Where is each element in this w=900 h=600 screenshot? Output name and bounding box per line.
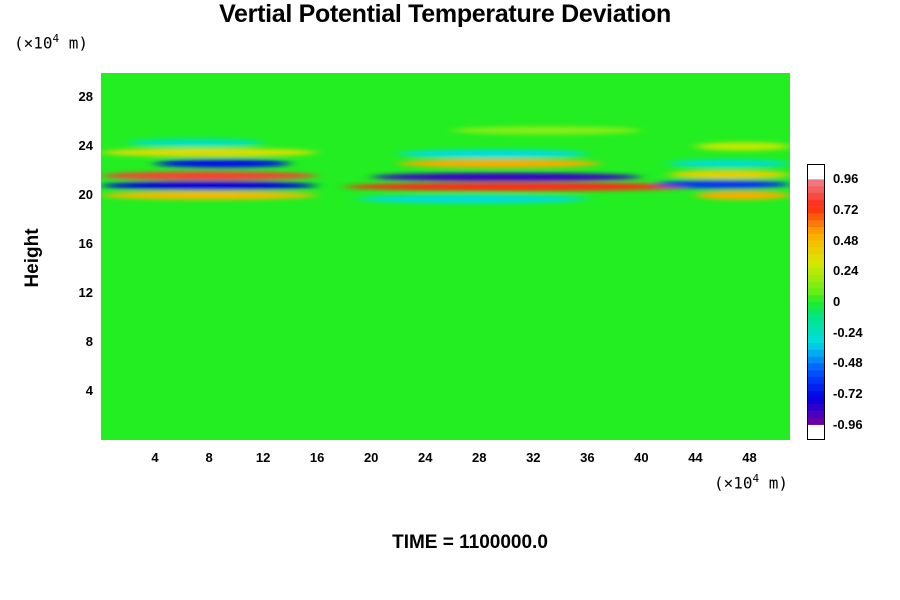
colorbar-segment	[808, 199, 824, 207]
colorbar-segment	[808, 179, 824, 187]
colorbar-tick-0.24: 0.24	[833, 263, 859, 279]
colorbar-segment	[808, 220, 824, 228]
x-tick-36: 36	[580, 450, 595, 465]
heatmap-background	[101, 73, 790, 440]
x-tick-16: 16	[309, 450, 325, 465]
heatmap-band-10	[398, 159, 601, 168]
heatmap-band-13	[695, 191, 790, 200]
y-axis-unit: (×104 m)	[14, 32, 89, 53]
colorbar-segment	[808, 417, 824, 425]
colorbar-segment	[808, 370, 824, 378]
colorbar-segment	[808, 329, 824, 337]
heatmap-band-1	[101, 191, 318, 200]
colorbar-tick-0.48: 0.48	[833, 232, 859, 248]
colorbar-segment	[808, 281, 824, 289]
y-tick-4: 4	[85, 383, 93, 399]
heatmap-band-4	[155, 159, 291, 168]
heatmap-band-15	[668, 170, 790, 179]
colorbar-tick-0: 0	[833, 294, 841, 309]
y-tick-24: 24	[78, 138, 93, 154]
colorbar-segment	[808, 213, 824, 221]
x-tick-8: 8	[205, 450, 213, 465]
colorbar-segment	[808, 267, 824, 276]
colorbar-segment	[808, 308, 824, 316]
heatmap-band-6	[128, 138, 264, 147]
heatmap-band-16	[668, 159, 790, 168]
colorbar-segment	[808, 240, 824, 248]
colorbar-segment	[808, 302, 824, 310]
colorbar-segment	[808, 322, 824, 330]
heatmap-bands	[101, 126, 790, 204]
heatmap-band-11	[398, 149, 588, 158]
heatmap-svg	[101, 73, 790, 440]
colorbar-tick--0.48: -0.48	[833, 355, 863, 371]
heatmap-band-17	[695, 142, 790, 151]
y-tick-16: 16	[78, 236, 93, 252]
x-axis-unit: (×104 m)	[714, 472, 789, 493]
colorbar-segment	[808, 233, 824, 241]
colorbar-segment	[808, 390, 824, 398]
colorbar-segment	[808, 315, 824, 323]
heatmap-band-14	[654, 180, 790, 189]
y-tick-12: 12	[78, 285, 93, 301]
colorbar-tick--0.24: -0.24	[833, 324, 863, 340]
colorbar-segment	[808, 349, 824, 357]
y-tick-8: 8	[85, 334, 93, 350]
colorbar	[807, 164, 825, 440]
heatmap-band-7	[357, 194, 588, 204]
colorbar-segment	[808, 192, 824, 201]
colorbar-segment	[808, 206, 824, 214]
x-tick-44: 44	[688, 450, 703, 465]
x-tick-20: 20	[363, 450, 379, 465]
colorbar-segment	[808, 295, 824, 303]
colorbar-segment	[808, 274, 824, 282]
heatmap-band-12	[452, 126, 642, 135]
time-label: TIME = 1100000.0	[392, 532, 548, 553]
x-tick-32: 32	[526, 450, 541, 465]
x-tick-40: 40	[634, 450, 649, 465]
heatmap-band-8	[344, 182, 696, 191]
colorbar-segment	[808, 397, 824, 405]
colorbar-segment	[808, 336, 824, 344]
heatmap-band-3	[101, 171, 318, 180]
colorbar-tick-0.96: 0.96	[833, 171, 859, 187]
y-tick-20: 20	[78, 187, 93, 203]
colorbar-segment	[808, 356, 824, 364]
x-tick-48: 48	[742, 450, 757, 465]
colorbar-tick--0.72: -0.72	[833, 386, 863, 401]
colorbar-segment	[808, 383, 824, 391]
colorbar-segment	[808, 227, 824, 235]
colorbar-segment	[808, 186, 824, 194]
colorbar-segment	[808, 261, 824, 269]
x-tick-28: 28	[472, 450, 487, 465]
chart-title: Vertial Potential Temperature Deviation	[219, 0, 671, 28]
heatmap-band-2	[101, 181, 318, 190]
heatmap-band-9	[371, 172, 642, 182]
heatmap-plot-area	[101, 73, 790, 440]
colorbar-segment	[808, 247, 824, 255]
colorbar-tick-0.72: 0.72	[833, 202, 859, 217]
colorbar-segment	[808, 342, 824, 350]
colorbar-segment	[808, 254, 824, 262]
colorbar-tick--0.96: -0.96	[833, 416, 863, 432]
x-tick-12: 12	[255, 450, 271, 465]
colorbar-segment	[808, 288, 824, 296]
colorbar-segment	[808, 363, 824, 371]
x-tick-24: 24	[418, 450, 433, 465]
y-tick-28: 28	[78, 89, 93, 105]
colorbar-segment	[808, 411, 824, 419]
colorbar-segment	[808, 404, 824, 412]
heatmap-band-5	[101, 148, 318, 157]
x-tick-4: 4	[151, 450, 159, 465]
colorbar-segment	[808, 376, 824, 385]
